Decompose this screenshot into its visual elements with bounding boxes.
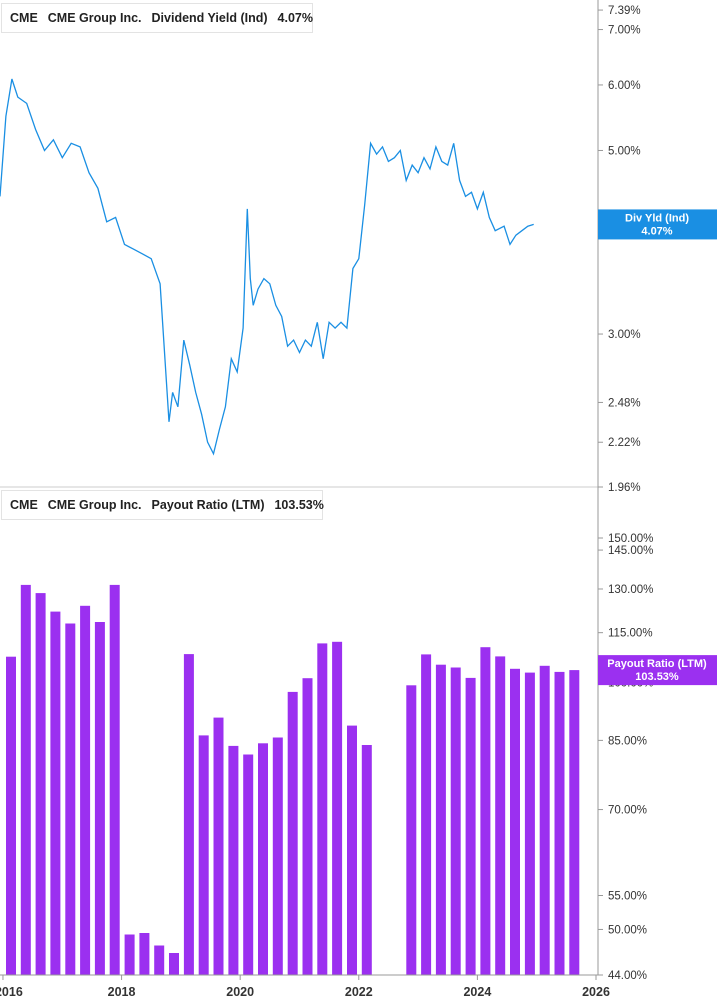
payout-ratio-bar xyxy=(198,735,209,975)
payout-ratio-y-tick-label: 150.00% xyxy=(608,533,653,545)
dividend-yield-y-tick-label: 2.48% xyxy=(608,397,641,409)
dividend-yield-y-axis: 7.39%7.00%6.00%5.00%4.00%3.00%2.48%2.22%… xyxy=(598,5,641,494)
payout-ratio-bar xyxy=(6,656,16,975)
payout-ratio-bar xyxy=(554,671,565,975)
dividend-yield-legend: CME CME Group Inc. Dividend Yield (Ind) … xyxy=(1,3,313,33)
payout-ratio-bar xyxy=(169,953,179,975)
x-tick-label: 2024 xyxy=(463,985,491,999)
payout-ratio-bar xyxy=(421,654,432,975)
payout-ratio-bar xyxy=(228,745,239,975)
payout-ratio-bar xyxy=(480,647,491,975)
x-tick-label: 2020 xyxy=(226,985,254,999)
payout-ratio-y-tick-label: 145.00% xyxy=(608,545,653,557)
payout-ratio-legend-ticker: CME xyxy=(10,498,38,512)
dividend-yield-y-tick-label: 5.00% xyxy=(608,145,641,157)
dividend-yield-y-tick-label: 2.22% xyxy=(608,437,641,449)
dividend-yield-legend-ticker: CME xyxy=(10,11,38,25)
dividend-yield-series-line xyxy=(0,78,534,456)
payout-ratio-y-tick-label: 130.00% xyxy=(608,584,653,596)
payout-ratio-bar xyxy=(287,691,298,975)
dividend-yield-y-tick-label: 7.39% xyxy=(608,5,641,17)
payout-ratio-bar xyxy=(183,654,194,975)
x-tick-label: 2016 xyxy=(0,985,23,999)
payout-ratio-bar xyxy=(139,933,150,975)
payout-ratio-panel: 150.00%145.00%130.00%115.00%100.00%85.00… xyxy=(6,533,653,982)
payout-ratio-bar xyxy=(435,664,446,975)
dividend-yield-y-tick-label: 3.00% xyxy=(608,329,641,341)
payout-ratio-bar xyxy=(524,672,535,975)
payout-ratio-legend-value: 103.53% xyxy=(274,498,324,512)
payout-ratio-bar xyxy=(361,745,372,975)
payout-ratio-bar xyxy=(272,737,283,975)
payout-ratio-badge-bg xyxy=(598,655,717,686)
payout-ratio-bar xyxy=(465,677,476,975)
payout-ratio-bar xyxy=(243,754,254,975)
payout-ratio-y-tick-label: 50.00% xyxy=(608,924,647,936)
payout-ratio-legend: CME CME Group Inc. Payout Ratio (LTM) 10… xyxy=(1,490,324,520)
payout-ratio-y-tick-label: 85.00% xyxy=(608,735,647,747)
payout-ratio-bar xyxy=(317,643,328,975)
payout-ratio-y-tick-label: 44.00% xyxy=(608,970,647,982)
payout-ratio-badge-label: Payout Ratio (LTM) xyxy=(607,658,707,670)
dividend-yield-panel: 7.39%7.00%6.00%5.00%4.00%3.00%2.48%2.22%… xyxy=(0,5,641,494)
payout-ratio-bar xyxy=(65,623,76,975)
payout-ratio-bar xyxy=(495,656,506,975)
x-tick-label: 2022 xyxy=(345,985,373,999)
dividend-yield-legend-metric: Dividend Yield (Ind) xyxy=(151,11,268,25)
payout-ratio-bar xyxy=(258,743,268,975)
dividend-yield-badge-bg xyxy=(598,209,717,240)
payout-ratio-y-tick-label: 115.00% xyxy=(608,628,653,640)
payout-ratio-y-tick-label: 55.00% xyxy=(608,890,647,902)
payout-ratio-bar xyxy=(35,593,46,975)
dividend-yield-y-tick-label: 7.00% xyxy=(608,25,641,37)
dividend-yield-legend-company: CME Group Inc. xyxy=(47,11,142,25)
payout-ratio-badge: Payout Ratio (LTM)103.53% xyxy=(598,655,717,686)
payout-ratio-bar xyxy=(569,670,580,975)
payout-ratio-y-tick-label: 70.00% xyxy=(608,805,647,817)
payout-ratio-bar xyxy=(450,667,461,975)
payout-ratio-y-axis: 150.00%145.00%130.00%115.00%100.00%85.00… xyxy=(598,533,653,982)
payout-ratio-bars xyxy=(6,584,580,975)
payout-ratio-bar xyxy=(347,725,357,975)
dividend-yield-badge-label: Div Yld (Ind) xyxy=(625,212,689,224)
payout-ratio-bar xyxy=(539,665,550,975)
dividend-yield-badge-value: 4.07% xyxy=(641,225,672,237)
dividend-yield-y-tick-label: 6.00% xyxy=(608,80,641,92)
payout-ratio-badge-value: 103.53% xyxy=(635,671,679,683)
dividend-yield-badge: Div Yld (Ind)4.07% xyxy=(598,209,717,240)
x-tick-label: 2018 xyxy=(108,985,136,999)
x-tick-label: 2026 xyxy=(582,985,610,999)
payout-ratio-bar xyxy=(50,611,61,975)
payout-ratio-bar xyxy=(213,717,224,975)
x-axis: 2016 2018 2020 2022 2024 2026 xyxy=(0,975,610,999)
payout-ratio-bar xyxy=(94,622,105,975)
payout-ratio-bar xyxy=(406,685,417,975)
payout-ratio-bar xyxy=(124,934,135,975)
payout-ratio-bar xyxy=(109,584,120,975)
payout-ratio-bar xyxy=(20,584,31,975)
payout-ratio-bar xyxy=(80,605,91,975)
payout-ratio-legend-metric: Payout Ratio (LTM) xyxy=(151,498,265,512)
payout-ratio-bar xyxy=(510,668,520,975)
payout-ratio-legend-company: CME Group Inc. xyxy=(47,498,142,512)
payout-ratio-bar xyxy=(332,641,343,975)
dividend-yield-line-group xyxy=(0,78,534,456)
payout-ratio-bar xyxy=(154,945,165,975)
dividend-yield-legend-value: 4.07% xyxy=(277,11,313,25)
dividend-yield-y-tick-label: 1.96% xyxy=(608,482,641,494)
payout-ratio-bar xyxy=(302,678,313,975)
